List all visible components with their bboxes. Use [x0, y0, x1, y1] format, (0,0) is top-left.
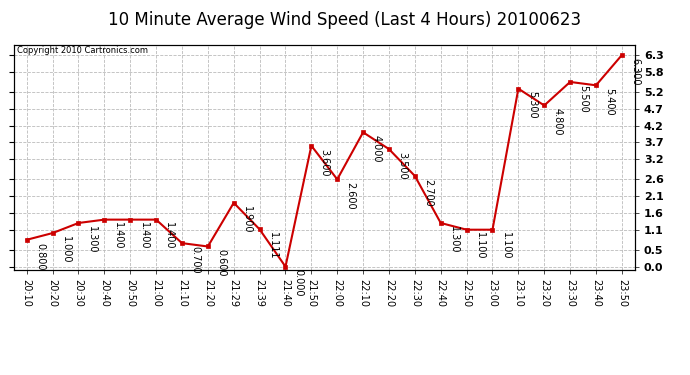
Text: 0.700: 0.700	[190, 246, 200, 273]
Text: 2.600: 2.600	[346, 182, 355, 210]
Text: 3.600: 3.600	[319, 148, 330, 176]
Text: 0.800: 0.800	[35, 243, 45, 270]
Text: 5.300: 5.300	[526, 92, 537, 119]
Text: 5.500: 5.500	[578, 85, 589, 112]
Text: 3.500: 3.500	[397, 152, 407, 180]
Text: 0.600: 0.600	[216, 249, 226, 277]
Text: 1.111: 1.111	[268, 232, 278, 260]
Text: 4.800: 4.800	[553, 108, 562, 136]
Text: 1.100: 1.100	[501, 232, 511, 260]
Text: 0.000: 0.000	[294, 269, 304, 297]
Text: 5.400: 5.400	[604, 88, 614, 116]
Text: 1.400: 1.400	[164, 222, 175, 250]
Text: 1.100: 1.100	[475, 232, 485, 260]
Text: 1.400: 1.400	[112, 222, 123, 250]
Text: 1.300: 1.300	[87, 226, 97, 253]
Text: 2.700: 2.700	[423, 179, 433, 207]
Text: Copyright 2010 Cartronics.com: Copyright 2010 Cartronics.com	[17, 46, 148, 55]
Text: 10 Minute Average Wind Speed (Last 4 Hours) 20100623: 10 Minute Average Wind Speed (Last 4 Hou…	[108, 11, 582, 29]
Text: 1.900: 1.900	[242, 206, 252, 233]
Text: 1.300: 1.300	[449, 226, 459, 253]
Text: 1.400: 1.400	[139, 222, 148, 250]
Text: 1.000: 1.000	[61, 236, 71, 263]
Text: 6.300: 6.300	[630, 58, 640, 86]
Text: 4.000: 4.000	[371, 135, 382, 163]
